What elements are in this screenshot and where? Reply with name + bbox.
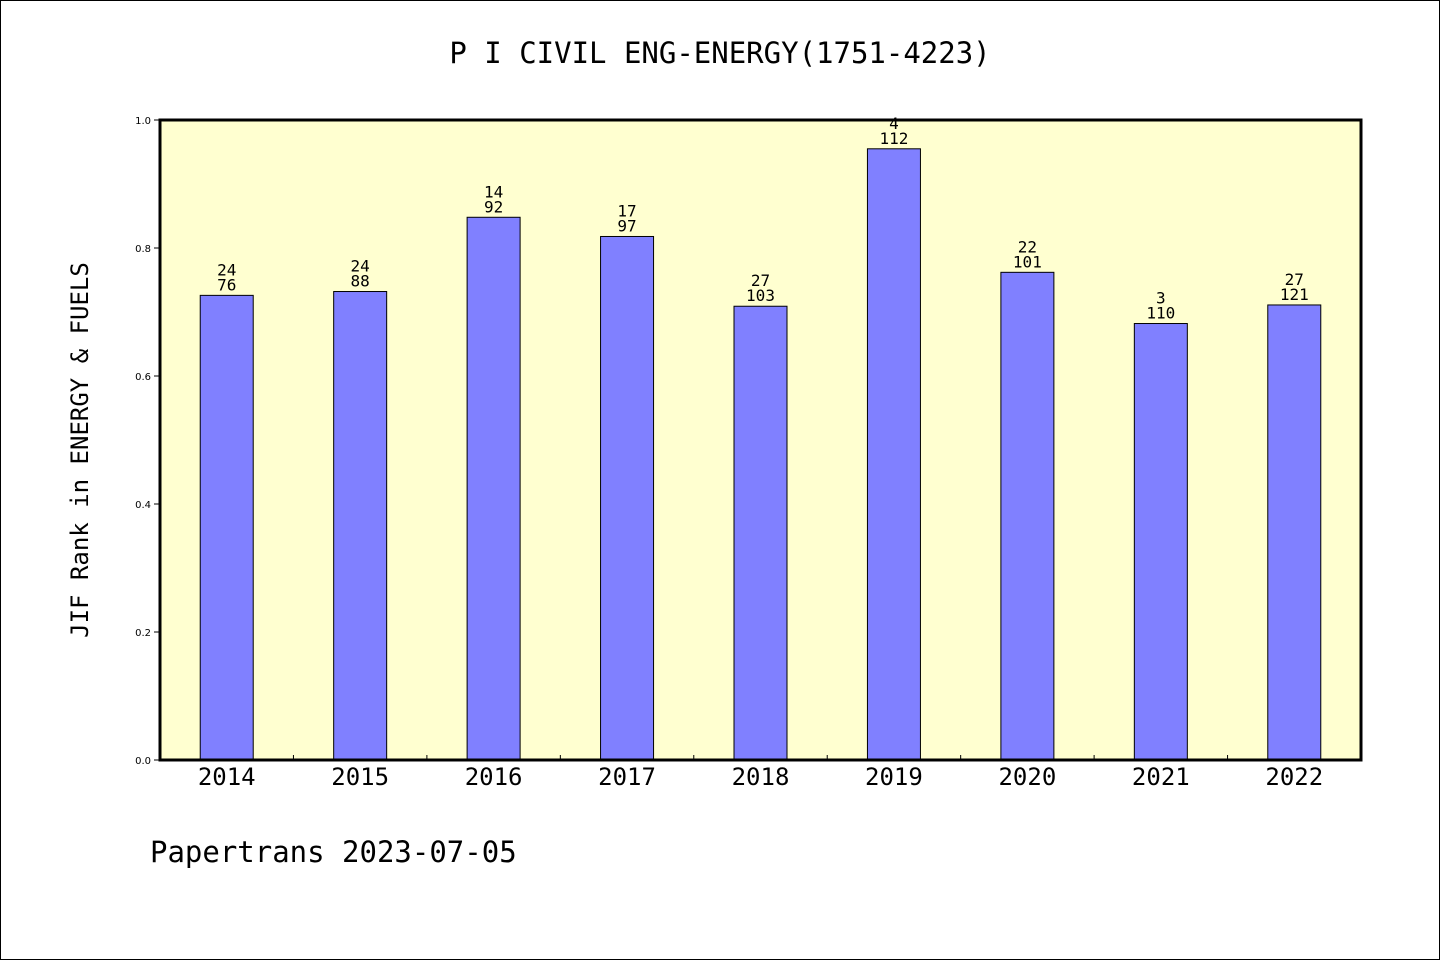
bar	[733, 305, 788, 761]
bar-rank-label: 27	[1285, 270, 1304, 289]
bar-total-label: 103	[746, 286, 775, 305]
bar-rank-label: 27	[751, 271, 770, 290]
bar	[199, 294, 254, 761]
y-tick-label: 1.0	[135, 116, 151, 127]
bar-rank-label: 24	[217, 260, 236, 279]
chart-title: P I CIVIL ENG-ENERGY(1751-4223)	[449, 36, 991, 70]
bar	[1267, 304, 1322, 761]
bar	[333, 291, 388, 761]
x-tick-label: 2017	[598, 763, 656, 791]
bar-total-label: 112	[879, 129, 908, 148]
bar	[1133, 323, 1188, 761]
bar	[600, 235, 655, 761]
x-tick-label: 2015	[331, 763, 389, 791]
x-tick-label: 2019	[865, 763, 923, 791]
footer-text: Papertrans 2023-07-05	[150, 835, 517, 869]
x-tick-label: 2020	[998, 763, 1056, 791]
bar-total-label: 110	[1146, 304, 1175, 323]
bar	[866, 148, 921, 761]
bar-total-label: 92	[484, 197, 503, 216]
bar-total-label: 97	[617, 216, 636, 235]
y-tick-label: 0.2	[135, 628, 151, 639]
bar-total-label: 76	[217, 275, 236, 294]
x-tick-label: 2021	[1132, 763, 1190, 791]
y-tick-label: 0.4	[135, 500, 151, 511]
bar	[466, 216, 521, 761]
plot-border	[158, 118, 1363, 762]
bar-rank-label: 3	[1156, 289, 1166, 308]
bar-rank-label: 4	[889, 114, 899, 133]
x-tick-label: 2014	[198, 763, 256, 791]
bar-rank-label: 14	[484, 182, 503, 201]
y-tick-label: 0.6	[135, 372, 151, 383]
bar	[1000, 271, 1055, 761]
bar-total-label: 88	[351, 272, 370, 291]
y-tick-label: 0.8	[135, 244, 151, 255]
x-tick-label: 2022	[1265, 763, 1323, 791]
bar-rank-label: 22	[1018, 237, 1037, 256]
bar-total-label: 101	[1013, 252, 1042, 271]
x-tick-label: 2018	[732, 763, 790, 791]
bar-rank-label: 17	[617, 201, 636, 220]
bar-rank-label: 24	[351, 257, 370, 276]
bar-total-label: 121	[1280, 285, 1309, 304]
y-tick-label: 0.0	[135, 756, 151, 767]
x-tick-label: 2016	[465, 763, 523, 791]
